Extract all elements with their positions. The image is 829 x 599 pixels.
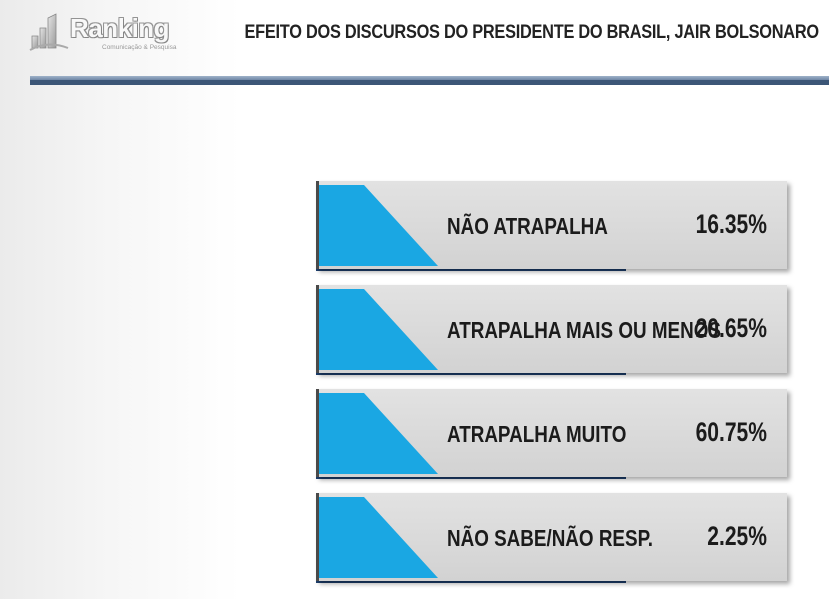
- bar-card: NÃO SABE/NÃO RESP. 2.25%: [316, 493, 787, 583]
- header-rule: [30, 80, 829, 85]
- bar-value: 60.75%: [696, 418, 767, 448]
- building-logo-icon: [29, 13, 69, 51]
- bar-accent-wedge: [316, 393, 438, 474]
- logo-text: Ranking: [70, 13, 170, 43]
- bar-left-edge: [316, 493, 319, 581]
- bar-value: 2.25%: [707, 522, 767, 552]
- header-rule-highlight: [30, 76, 829, 80]
- bar-left-edge: [316, 285, 319, 373]
- bar-label: NÃO SABE/NÃO RESP.: [447, 526, 653, 551]
- bar-accent-wedge: [316, 185, 438, 266]
- header: Ranking Comunicação & Pesquisa EFEITO DO…: [0, 0, 829, 90]
- bar-value: 20.65%: [696, 314, 767, 344]
- logo-subtext: Comunicação & Pesquisa: [102, 44, 177, 51]
- bar-left-edge: [316, 181, 319, 269]
- bar-label: ATRAPALHA MUITO: [447, 422, 626, 447]
- bar-left-edge: [316, 389, 319, 477]
- ranking-logo: Ranking Comunicação & Pesquisa: [28, 12, 178, 54]
- results-cards: NÃO ATRAPALHA 16.35% ATRAPALHA MAIS OU MEN…: [316, 181, 787, 583]
- bar-label: NÃO ATRAPALHA: [447, 214, 608, 239]
- bar-label: ATRAPALHA MAIS OU MENOS: [447, 318, 721, 343]
- page-title: EFEITO DOS DISCURSOS DO PRESIDENTE DO BR…: [244, 22, 820, 43]
- bar-card: ATRAPALHA MUITO 60.75%: [316, 389, 787, 479]
- bar-accent-wedge: [316, 497, 438, 578]
- bar-card: NÃO ATRAPALHA 16.35%: [316, 181, 787, 271]
- bar-value: 16.35%: [696, 210, 767, 240]
- bar-accent-wedge: [316, 289, 438, 370]
